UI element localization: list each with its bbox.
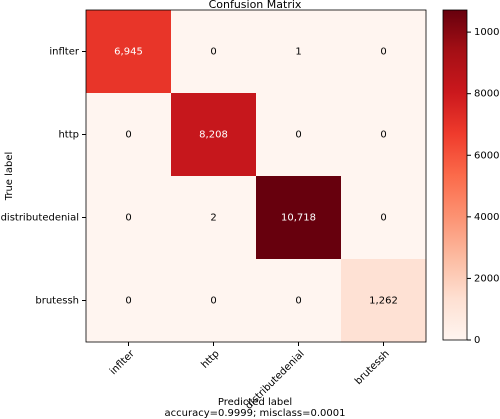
colorbar-tick-label: 6000 xyxy=(474,150,499,161)
heatmap-cell xyxy=(341,259,427,343)
heatmap-cell xyxy=(86,10,172,94)
colorbar xyxy=(442,9,468,341)
heatmap-cell xyxy=(256,93,342,177)
colorbar-tick-label: 8000 xyxy=(474,89,499,100)
cell-label: 0 xyxy=(380,47,386,58)
cell-label: 2 xyxy=(210,213,216,224)
heatmap-cell xyxy=(341,93,427,177)
heatmap-cell xyxy=(86,93,172,177)
chart-title: Confusion Matrix xyxy=(209,0,302,11)
y-tick-label: http xyxy=(58,130,79,141)
cell-label: 0 xyxy=(295,130,301,141)
x-axis-note: accuracy=0.9999; misclass=0.0001 xyxy=(165,408,346,419)
heatmap-cell xyxy=(341,10,427,94)
heatmap-cell xyxy=(171,10,257,94)
heatmap-cell xyxy=(86,259,172,343)
colorbar-tick-label: 10000 xyxy=(474,27,500,38)
cell-label: 0 xyxy=(125,296,131,307)
cell-label: 0 xyxy=(125,213,131,224)
cell-label: 0 xyxy=(210,296,216,307)
colorbar-tick-label: 4000 xyxy=(474,212,499,223)
cell-label: 1 xyxy=(295,47,301,58)
x-axis-label: Predicted label xyxy=(218,397,292,408)
heatmap-cell xyxy=(256,176,342,260)
heatmap-cell xyxy=(256,259,342,343)
cell-label: 0 xyxy=(380,213,386,224)
x-tick-label: inflter xyxy=(108,348,137,377)
colorbar-tick-label: 0 xyxy=(474,335,480,346)
cell-label: 6,945 xyxy=(114,47,143,58)
heatmap-cell xyxy=(171,259,257,343)
heatmap-cell xyxy=(341,176,427,260)
cell-label: 10,718 xyxy=(281,213,316,224)
plot-frame xyxy=(85,9,427,343)
y-tick-label: inflter xyxy=(49,47,79,58)
x-tick-label: http xyxy=(199,348,221,370)
y-axis-label: True label xyxy=(4,152,15,202)
cell-label: 0 xyxy=(295,296,301,307)
cell-label: 0 xyxy=(380,130,386,141)
heatmap-cell xyxy=(171,176,257,260)
heatmap-cell xyxy=(171,93,257,177)
x-tick-label: brutessh xyxy=(353,348,392,387)
colorbar-tick-label: 2000 xyxy=(474,273,499,284)
heatmap-cell xyxy=(256,10,342,94)
cell-label: 8,208 xyxy=(199,130,228,141)
cell-label: 0 xyxy=(210,47,216,58)
y-tick-label: brutessh xyxy=(35,296,79,307)
heatmap-cell xyxy=(86,176,172,260)
y-tick-label: distributedenial xyxy=(1,213,79,224)
cell-label: 0 xyxy=(125,130,131,141)
cell-label: 1,262 xyxy=(369,296,398,307)
